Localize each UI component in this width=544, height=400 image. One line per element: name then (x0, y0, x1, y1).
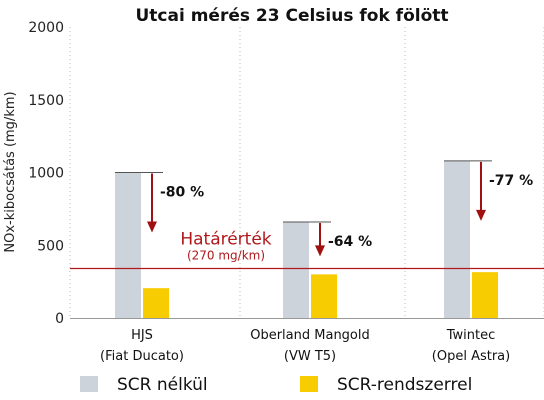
limit-label: Határérték (180, 230, 271, 250)
bar-scr-nelkul-0 (115, 172, 141, 318)
bar-scr-rendszerrel-1 (311, 274, 337, 318)
bar-scr-nelkul-1 (283, 221, 309, 318)
legend-swatch-0 (80, 376, 98, 392)
reduction-label-2: -77 % (489, 173, 533, 189)
category-label-1-line1: Oberland Mangold (250, 328, 370, 343)
y-tick-label-3: 1500 (28, 93, 64, 109)
limit-sublabel: (270 mg/km) (187, 249, 265, 263)
arrow-head-0 (147, 221, 157, 233)
legend-label-0: SCR nélkül (117, 375, 208, 395)
legend-label-1: SCR-rendszerrel (337, 375, 472, 395)
grid (69, 27, 544, 318)
arrow-head-2 (476, 209, 486, 221)
y-tick-label-1: 500 (37, 238, 64, 254)
bars (115, 160, 498, 318)
limit-line-group: Határérték(270 mg/km) (70, 230, 544, 270)
bar-scr-rendszerrel-0 (143, 288, 169, 318)
reduction-label-0: -80 % (160, 185, 204, 201)
y-axis: 0 500 1000 1500 2000 (28, 20, 544, 327)
reduction-label-1: -64 % (328, 234, 372, 250)
category-labels: HJS (Fiat Ducato) Oberland Mangold (VW T5) T… (100, 328, 510, 364)
y-tick-label-0: 0 (55, 311, 64, 327)
reduction-arrows: -80 % -64 % -77 % (115, 160, 533, 257)
category-label-2-line2: (Opel Astra) (432, 349, 510, 364)
bar-scr-nelkul-2 (444, 160, 470, 318)
chart-title: Utcai mérés 23 Celsius fok fölött (135, 6, 448, 26)
category-label-0-line2: (Fiat Ducato) (100, 349, 184, 364)
legend-swatch-1 (300, 376, 318, 392)
category-label-1-line2: (VW T5) (284, 349, 336, 364)
bar-scr-rendszerrel-2 (472, 272, 498, 318)
y-tick-label-4: 2000 (28, 20, 64, 36)
category-label-2-line1: Twintec (446, 328, 496, 343)
category-label-0-line1: HJS (131, 328, 153, 343)
arrow-head-1 (315, 245, 325, 257)
y-tick-label-2: 1000 (28, 166, 64, 182)
legend: SCR nélkül SCR-rendszerrel (80, 375, 472, 395)
y-axis-label: NOx-kibocsátás (mg/km) (3, 91, 18, 252)
